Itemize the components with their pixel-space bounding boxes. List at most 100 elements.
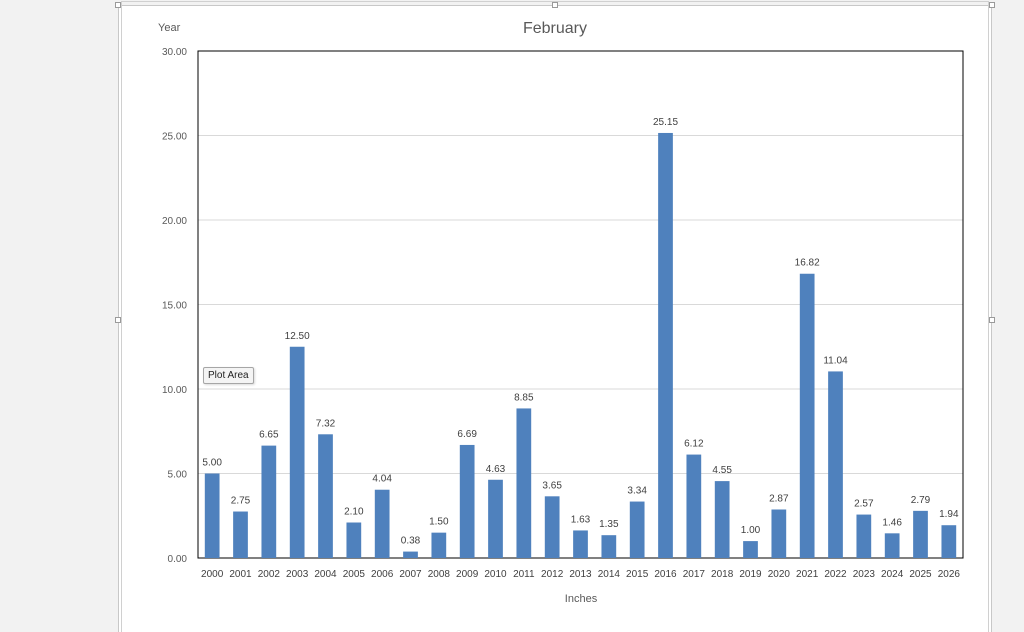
data-label: 1.50 [429,517,449,528]
data-labels: 5.00 2.75 6.65 12.50 7.32 2.10 4.04 0.38 1.50 6.6… [202,117,959,547]
x-tick-label: 2024 [881,569,904,580]
x-tick-label: 2006 [371,569,394,580]
y-tick-label: 10.00 [162,385,187,396]
x-tick-label: 2026 [938,569,961,580]
bar[interactable] [233,511,248,558]
data-label: 4.63 [486,464,506,475]
y-axis-tick-labels: 0.00 5.00 10.00 15.00 20.00 25.00 30.00 [162,47,187,565]
x-tick-label: 2012 [541,569,564,580]
bar[interactable] [488,479,503,558]
x-tick-label: 2021 [796,569,819,580]
resize-handle-middle-left[interactable] [115,317,121,323]
x-tick-label: 2010 [484,569,507,580]
x-tick-label: 2013 [569,569,592,580]
data-label: 25.15 [653,117,678,128]
bar[interactable] [289,346,305,558]
bar[interactable] [913,510,928,558]
resize-handle-top-right[interactable] [989,2,995,8]
y-tick-label: 5.00 [168,470,188,481]
bar[interactable] [771,509,787,558]
bar[interactable] [828,371,843,558]
y-tick-label: 25.00 [162,132,187,143]
gridlines [198,135,963,474]
x-tick-label: 2015 [626,569,649,580]
data-label: 6.12 [684,439,704,450]
bar[interactable] [261,445,277,558]
x-tick-label: 2011 [513,569,535,580]
bar[interactable] [346,522,362,558]
data-label: 1.94 [939,509,959,520]
bar[interactable] [884,533,900,558]
bar[interactable] [856,514,872,558]
bar[interactable] [658,132,673,558]
bar[interactable] [459,444,475,558]
data-label: 2.10 [344,507,364,518]
bar[interactable] [799,273,815,558]
y-tick-label: 30.00 [162,47,187,58]
data-label: 1.46 [882,517,902,528]
plot-area-tooltip: Plot Area [203,367,254,384]
data-label: 2.57 [854,499,874,510]
bar[interactable] [403,551,418,558]
bar[interactable] [714,481,730,558]
x-axis-title[interactable]: Inches [565,593,598,605]
x-tick-label: 2007 [399,569,422,580]
data-label: 11.04 [823,355,848,366]
bar[interactable] [686,454,702,558]
bar[interactable] [573,530,588,558]
data-label: 0.38 [401,536,421,547]
data-label: 16.82 [795,258,820,269]
data-label: 12.50 [285,331,310,342]
resize-handle-middle-right[interactable] [989,317,995,323]
y-axis-title[interactable]: Year [158,22,181,34]
x-tick-label: 2003 [286,569,309,580]
x-tick-label: 2014 [598,569,621,580]
chart-title[interactable]: February [523,20,587,37]
data-label: 1.00 [741,525,761,536]
x-tick-label: 2002 [258,569,281,580]
data-label: 3.65 [542,480,562,491]
x-tick-label: 2023 [853,569,876,580]
x-tick-label: 2008 [428,569,451,580]
bar[interactable] [629,501,645,558]
x-tick-label: 2009 [456,569,479,580]
bar-series [204,132,957,559]
data-label: 1.35 [599,519,619,530]
x-tick-label: 2016 [654,569,677,580]
data-label: 5.00 [202,458,222,469]
x-tick-label: 2000 [201,569,224,580]
bar[interactable] [516,408,532,558]
bar[interactable] [743,541,758,558]
bar[interactable] [204,473,220,559]
data-label: 8.85 [514,392,534,403]
resize-handle-top-center[interactable] [552,2,558,8]
x-tick-label: 2025 [909,569,932,580]
data-label: 1.63 [571,514,591,525]
x-tick-label: 2022 [824,569,847,580]
bar[interactable] [374,489,390,558]
data-label: 4.04 [372,474,392,485]
data-label: 2.75 [231,496,251,507]
data-label: 4.55 [712,465,732,476]
x-tick-label: 2005 [343,569,366,580]
x-axis-tick-labels: 2000 2001 2002 2003 2004 2005 2006 2007 2008 2009… [201,569,960,580]
data-label: 2.79 [911,495,931,506]
x-tick-label: 2001 [229,569,252,580]
bar[interactable] [431,532,447,558]
x-tick-label: 2018 [711,569,734,580]
bar[interactable] [318,434,333,558]
bar[interactable] [544,496,560,558]
resize-handle-top-left[interactable] [115,2,121,8]
x-tick-label: 2017 [683,569,706,580]
y-tick-label: 0.00 [168,554,188,565]
x-tick-label: 2004 [314,569,337,580]
x-tick-label: 2020 [768,569,791,580]
bar[interactable] [601,535,617,558]
x-tick-label: 2019 [739,569,762,580]
data-label: 3.34 [627,486,647,497]
bar[interactable] [941,525,957,558]
data-label: 6.65 [259,430,279,441]
y-tick-label: 20.00 [162,216,187,227]
data-label: 2.87 [769,493,789,504]
